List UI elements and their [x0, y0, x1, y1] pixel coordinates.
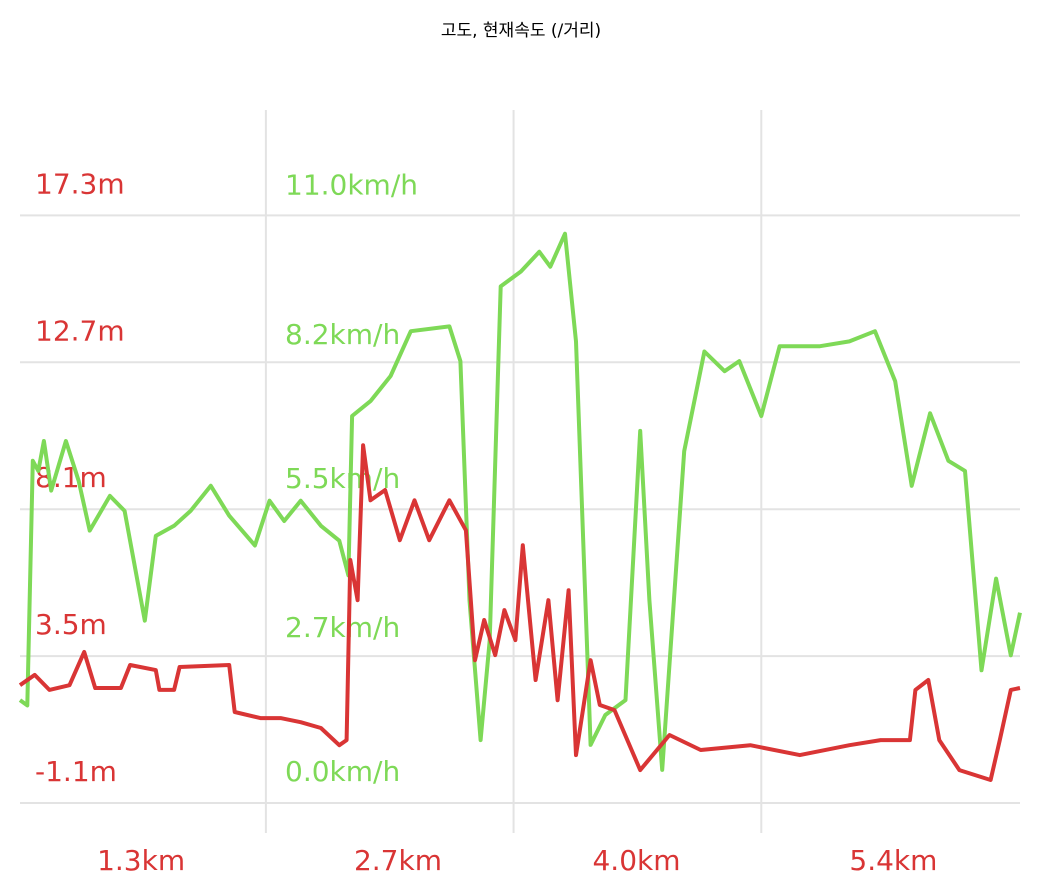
y2-tick-label: 11.0km/h: [285, 169, 418, 202]
y-tick-label: 17.3m: [35, 167, 125, 200]
y2-tick-label: 5.5km/h: [285, 462, 400, 495]
chart-title: 고도, 현재속도 (/거리): [441, 21, 601, 41]
y-tick-label: -1.1m: [35, 755, 117, 788]
y2-tick-label: 2.7km/h: [285, 611, 400, 644]
line-series: [18, 231, 1022, 772]
x-tick-label: 2.7km: [354, 844, 442, 877]
y-tick-label: 12.7m: [35, 314, 125, 347]
y2-tick-label: 0.0km/h: [285, 755, 400, 788]
x-tick-label: 5.4km: [849, 844, 937, 877]
x-tick-label: 4.0km: [592, 844, 680, 877]
x-tick-label: 1.3km: [97, 844, 185, 877]
y-tick-label: 3.5m: [35, 608, 107, 641]
line-series: [18, 443, 1021, 782]
y2-tick-label: 8.2km/h: [285, 318, 400, 351]
